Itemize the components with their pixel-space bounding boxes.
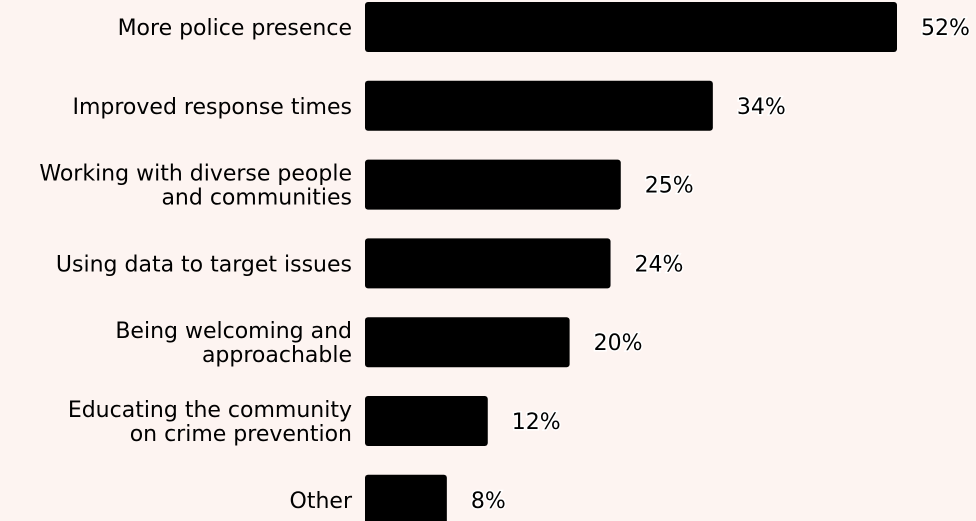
value-label: 52%	[921, 16, 970, 41]
category-label: Using data to target issues	[56, 252, 352, 277]
bar	[365, 317, 570, 368]
category-label: More police presence	[118, 16, 352, 41]
bar	[365, 474, 447, 521]
bar	[365, 2, 897, 52]
value-label: 12%	[512, 410, 561, 435]
category-label: Educating the community on crime preventi…	[68, 398, 352, 447]
category-label: Other	[290, 489, 353, 514]
category-label: Improved response times	[72, 95, 352, 120]
value-label: 24%	[635, 252, 684, 277]
bar-group	[365, 2, 897, 521]
bar	[365, 159, 621, 210]
category-label: Working with diverse people and communiti…	[39, 162, 352, 211]
value-label: 8%	[471, 489, 506, 514]
value-label: 20%	[594, 331, 643, 356]
value-label: 25%	[645, 174, 694, 199]
category-label-group: More police presence Improved response ti…	[39, 16, 353, 514]
bar	[365, 238, 611, 289]
bar	[365, 396, 488, 446]
value-label: 34%	[737, 95, 786, 120]
category-label: Being welcoming and approachable	[115, 319, 352, 368]
bar	[365, 80, 713, 131]
value-label-group: 52% 34% 25% 24% 20% 12% 8%	[469, 15, 971, 516]
